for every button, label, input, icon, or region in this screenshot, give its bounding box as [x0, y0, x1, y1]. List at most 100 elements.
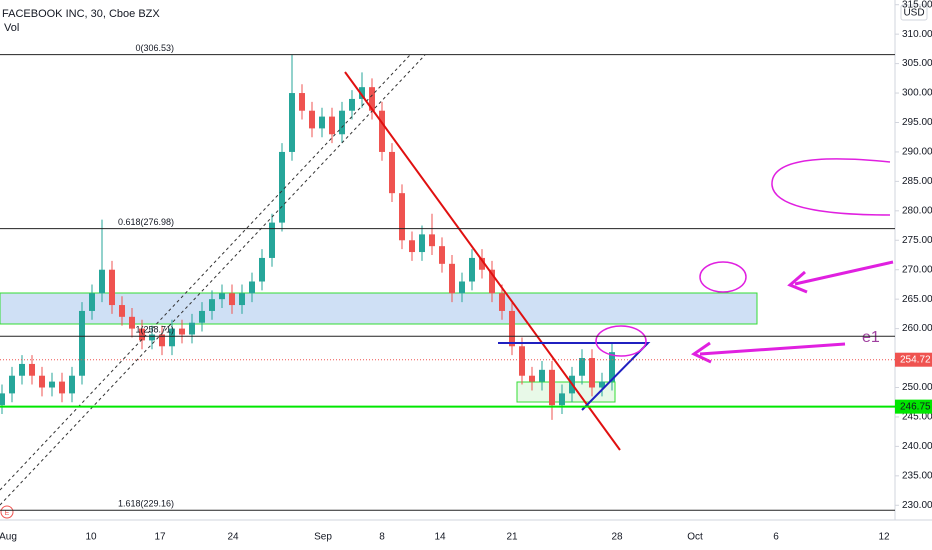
currency-box	[900, 4, 928, 21]
y-tick-label: 235.00	[902, 470, 932, 481]
candle-body	[439, 246, 445, 264]
event-icon	[0, 505, 14, 519]
candle-body	[189, 322, 195, 335]
candle-body	[329, 116, 335, 135]
annotation: e1	[862, 329, 880, 346]
price-label: 254.72	[900, 354, 931, 365]
candle-body	[219, 293, 225, 300]
candle-body	[139, 328, 145, 341]
candle-body	[539, 369, 545, 382]
candle-body	[349, 98, 355, 111]
fib-label: 1(258.71)	[135, 325, 174, 335]
candle-body	[369, 87, 375, 111]
x-tick-label: 14	[434, 532, 446, 543]
x-tick-label: 21	[506, 532, 518, 543]
candle-body	[389, 151, 395, 194]
candle-body	[269, 222, 275, 258]
y-tick-label: 260.00	[902, 323, 932, 334]
x-tick-label: Oct	[687, 532, 703, 543]
candle-body	[169, 328, 175, 347]
candle-body	[209, 299, 215, 311]
candle-body	[359, 87, 365, 99]
candle-body	[499, 293, 505, 311]
y-tick-label: 280.00	[902, 205, 932, 216]
fib-label: 1.618(229.16)	[118, 499, 174, 509]
candle-body	[39, 375, 45, 388]
fib-label: 0(306.53)	[135, 43, 174, 53]
circle-mark	[699, 261, 747, 293]
candle-body	[549, 369, 555, 406]
x-tick-label: 8	[379, 532, 385, 543]
candle-body	[89, 293, 95, 311]
trend-line	[0, 54, 411, 491]
candle-body	[99, 269, 105, 294]
y-tick-label: 270.00	[902, 264, 932, 275]
y-tick-label: 250.00	[902, 382, 932, 393]
candle-body	[259, 257, 265, 282]
candle-body	[399, 193, 405, 241]
fib-label: 0.618(276.98)	[118, 217, 174, 227]
price-label: 246.75	[900, 401, 931, 412]
candle-body	[289, 93, 295, 152]
scribble	[771, 158, 891, 216]
candle-body	[489, 269, 495, 294]
candle-body	[309, 110, 315, 129]
circle-mark	[595, 325, 647, 357]
candle-body	[59, 381, 65, 394]
candle-body	[579, 358, 585, 376]
y-tick-label: 265.00	[902, 294, 932, 305]
candle-body	[9, 375, 15, 394]
candle-body	[409, 240, 415, 253]
x-tick-label: 6	[773, 532, 779, 543]
y-tick-label: 290.00	[902, 147, 932, 158]
price-label-box	[895, 352, 932, 367]
candle-body	[559, 393, 565, 406]
y-tick-label: 305.00	[902, 58, 932, 69]
candle-body	[459, 281, 465, 294]
candle-body	[239, 293, 245, 306]
candle-body	[279, 151, 285, 223]
candle-body	[519, 346, 525, 376]
y-tick-label: 315.00	[902, 0, 932, 10]
candle-body	[319, 116, 325, 129]
candle-body	[449, 263, 455, 294]
candle-body	[149, 334, 155, 341]
x-tick-label: 24	[227, 532, 239, 543]
y-tick-label: 240.00	[902, 441, 932, 452]
candle-body	[29, 363, 35, 376]
candle-body	[0, 393, 5, 406]
candle-body	[109, 269, 115, 306]
candle-body	[599, 381, 605, 388]
candle-body	[79, 310, 85, 376]
y-tick-label: 300.00	[902, 88, 932, 99]
candle-body	[339, 110, 345, 135]
y-tick-label: 275.00	[902, 235, 932, 246]
candle-body	[299, 93, 305, 111]
chart-title: FACEBOOK INC, 30, Cboe BZX	[2, 8, 160, 20]
zone	[0, 292, 758, 325]
candle-body	[479, 257, 485, 270]
candle-body	[429, 234, 435, 247]
x-tick-label: 28	[611, 532, 623, 543]
candle-body	[19, 363, 25, 376]
y-tick-label: 310.00	[902, 29, 932, 40]
arrow	[699, 342, 846, 356]
candle-body	[609, 352, 615, 382]
x-tick-label: Aug	[0, 532, 17, 543]
y-tick-label: 245.00	[902, 412, 932, 423]
trend-line	[0, 54, 426, 506]
candle-body	[379, 110, 385, 152]
candle-body	[469, 257, 475, 282]
candle-body	[199, 310, 205, 323]
candle-body	[419, 234, 425, 253]
subtitle: Vol	[4, 22, 19, 34]
event-icon-label: E	[5, 510, 10, 517]
candle-body	[129, 316, 135, 329]
arrow	[794, 260, 894, 286]
price-label-box	[895, 399, 932, 414]
y-tick-label: 230.00	[902, 500, 932, 511]
x-tick-label: 12	[878, 532, 890, 543]
